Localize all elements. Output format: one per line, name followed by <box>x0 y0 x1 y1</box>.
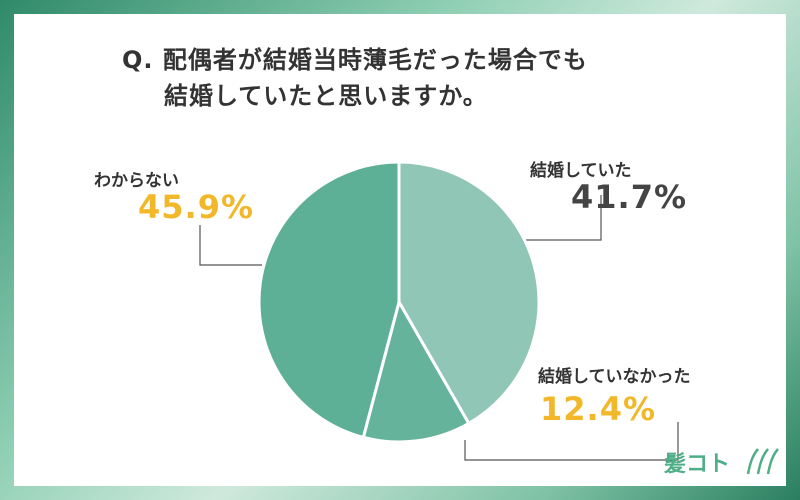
percent-yes: 41.7% <box>571 178 688 216</box>
label-unknown: わからない <box>94 171 179 191</box>
question-line-2: 結婚していたと思いますか。 <box>164 82 488 110</box>
leader-line-unknown <box>199 225 262 266</box>
question-line-1: Q. 配偶者が結婚当時薄毛だった場合でも <box>122 46 588 74</box>
label-no: 結婚していなかった <box>538 367 691 387</box>
pie-slice-unknown <box>257 160 401 440</box>
leader-line-no <box>464 422 679 461</box>
percent-no: 12.4% <box>540 390 657 428</box>
question-title: Q. 配偶者が結婚当時薄毛だった場合でも 結婚していたと思いますか。 <box>122 42 588 114</box>
brand-logo: 髪コト <box>664 446 779 478</box>
percent-unknown: 45.9% <box>138 188 255 226</box>
brand-name: 髪コト <box>664 452 731 477</box>
leader-line-yes <box>520 195 602 241</box>
label-yes: 結婚していた <box>530 161 632 181</box>
hair-strands-icon <box>746 448 779 475</box>
pie-slice-yes <box>397 160 541 426</box>
pie-slice-no <box>361 298 471 444</box>
